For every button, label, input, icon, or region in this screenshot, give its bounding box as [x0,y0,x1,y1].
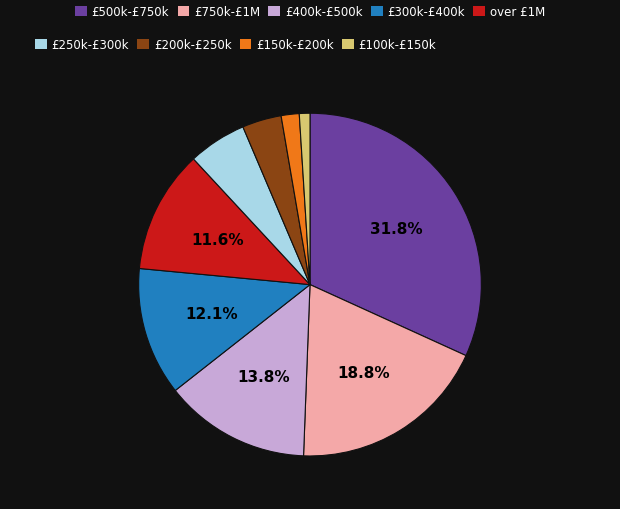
Wedge shape [193,128,310,285]
Text: 12.1%: 12.1% [185,306,237,322]
Wedge shape [175,285,310,456]
Legend: £250k-£300k, £200k-£250k, £150k-£200k, £100k-£150k: £250k-£300k, £200k-£250k, £150k-£200k, £… [35,39,436,52]
Wedge shape [310,114,481,356]
Legend: £500k-£750k, £750k-£1M, £400k-£500k, £300k-£400k, over £1M: £500k-£750k, £750k-£1M, £400k-£500k, £30… [75,6,545,19]
Wedge shape [243,117,310,285]
Wedge shape [140,160,310,285]
Text: 18.8%: 18.8% [338,365,391,380]
Wedge shape [304,285,466,456]
Text: 13.8%: 13.8% [237,369,290,384]
Text: 31.8%: 31.8% [370,222,423,237]
Text: 11.6%: 11.6% [192,232,244,247]
Wedge shape [139,269,310,391]
Wedge shape [281,115,310,285]
Wedge shape [299,114,310,285]
